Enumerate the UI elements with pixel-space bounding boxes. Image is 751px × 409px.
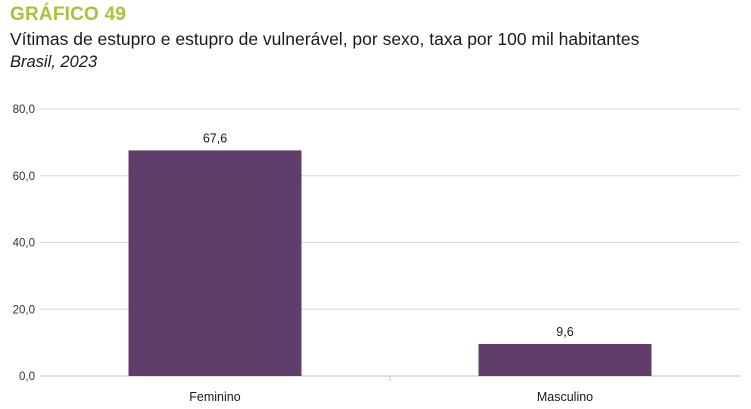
y-tick-label: 80,0 (13, 104, 35, 116)
y-tick-label: 0,0 (19, 371, 35, 383)
x-category-label: Feminino (189, 390, 240, 404)
y-tick-label: 60,0 (13, 171, 35, 183)
bar (128, 150, 302, 376)
y-tick-label: 40,0 (13, 238, 35, 250)
x-category-label: Masculino (537, 390, 593, 404)
bar-value-label: 67,6 (203, 131, 227, 145)
chart-title: Vítimas de estupro e estupro de vulneráv… (10, 29, 640, 49)
graph-number-label: GRÁFICO 49 (10, 4, 127, 25)
bar (478, 343, 652, 376)
bar-value-label: 9,6 (556, 325, 573, 339)
chart-subtitle: Brasil, 2023 (10, 53, 98, 71)
y-tick-label: 20,0 (13, 304, 35, 316)
chart-header: GRÁFICO 49 Vítimas de estupro e estupro … (10, 4, 741, 73)
